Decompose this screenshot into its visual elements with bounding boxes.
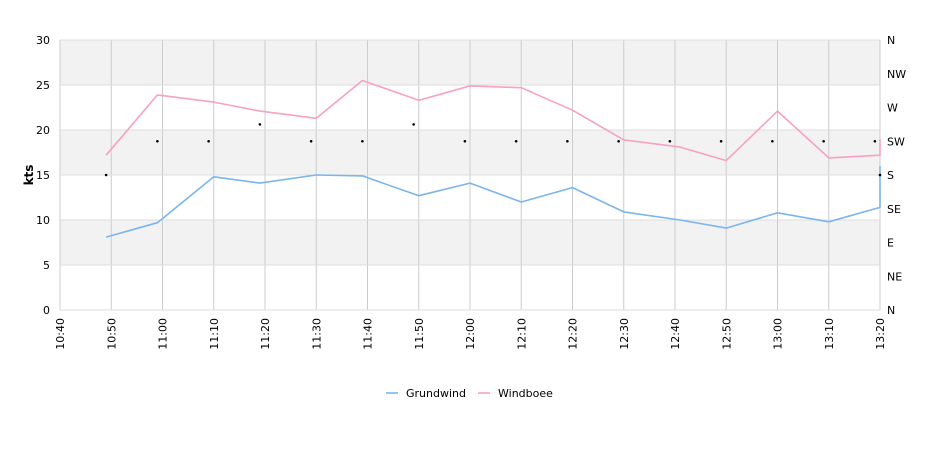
y-tick-label: 5	[43, 259, 50, 272]
direction-dot	[412, 123, 415, 126]
direction-dot	[258, 123, 262, 126]
x-tick-label: 13:10	[823, 318, 836, 350]
direction-tick-label: NE	[887, 270, 902, 283]
y-tick-label: 20	[36, 124, 50, 137]
legend[interactable]: Grundwind Windboee	[386, 387, 553, 400]
direction-dots	[104, 123, 882, 177]
direction-dot	[104, 173, 108, 177]
direction-dot	[617, 139, 620, 143]
direction-tick-label: E	[887, 237, 894, 250]
direction-tick-label: NW	[887, 68, 906, 81]
direction-dot	[156, 139, 159, 143]
direction-dot	[771, 139, 774, 143]
direction-tick-label: N	[887, 304, 895, 317]
direction-dot	[309, 139, 313, 143]
direction-tick-label: W	[887, 102, 898, 115]
x-axis-tick-labels: 10:40 10:50 11:00 11:10 11:20 11:30 11:40 11:50…	[54, 318, 887, 350]
direction-tick-label: SW	[887, 135, 905, 148]
direction-tick-label: SE	[887, 203, 901, 216]
x-tick-label: 12:40	[669, 318, 682, 350]
direction-dot	[514, 139, 518, 143]
x-tick-label: 12:00	[464, 318, 477, 350]
direction-dot	[873, 139, 877, 143]
horizontal-gridlines	[60, 39, 880, 311]
legend-label: Windboee	[498, 387, 553, 400]
legend-label: Grundwind	[406, 387, 466, 400]
direction-dot	[878, 173, 882, 177]
x-tick-label: 10:50	[105, 318, 118, 350]
y-tick-label: 25	[36, 79, 50, 92]
x-tick-label: 11:10	[208, 318, 221, 350]
x-tick-label: 12:10	[515, 318, 528, 350]
x-tick-label: 12:20	[567, 318, 580, 350]
x-tick-label: 11:00	[157, 318, 170, 350]
x-tick-label: 11:40	[362, 318, 375, 350]
x-tick-label: 11:30	[310, 318, 323, 350]
series-line-windboee	[105, 79, 881, 162]
y-tick-label: 30	[36, 34, 50, 47]
y-tick-label: 15	[36, 169, 50, 182]
direction-dot	[463, 139, 467, 143]
direction-tick-label: S	[887, 169, 894, 182]
y-tick-label: 0	[43, 304, 50, 317]
legend-item-windboee[interactable]: Windboee	[478, 387, 553, 400]
direction-dot	[207, 139, 210, 143]
x-tick-label: 13:00	[772, 318, 785, 350]
direction-dot	[361, 139, 364, 143]
direction-tick-label: N	[887, 34, 895, 47]
direction-dot	[719, 139, 723, 143]
y-axis-title: kts	[22, 165, 36, 186]
y-tick-label: 10	[36, 214, 50, 227]
x-tick-label: 11:50	[413, 318, 426, 350]
direction-dot	[668, 139, 672, 143]
direction-dot	[822, 139, 825, 143]
series-line-grundwind	[105, 166, 881, 238]
y-axis-tick-labels: 0 5 10 15 20 25 30	[36, 34, 50, 317]
x-tick-label: 10:40	[54, 318, 67, 350]
x-tick-label: 13:20	[874, 318, 887, 350]
direction-axis-tick-labels: N NE E SE S SW W NW N	[887, 34, 906, 317]
legend-item-grundwind[interactable]: Grundwind	[386, 387, 466, 400]
direction-dot	[566, 139, 569, 143]
x-tick-label: 12:30	[618, 318, 631, 350]
series-lines	[105, 79, 881, 238]
x-tick-label: 11:20	[259, 318, 272, 350]
x-tick-label: 12:50	[720, 318, 733, 350]
